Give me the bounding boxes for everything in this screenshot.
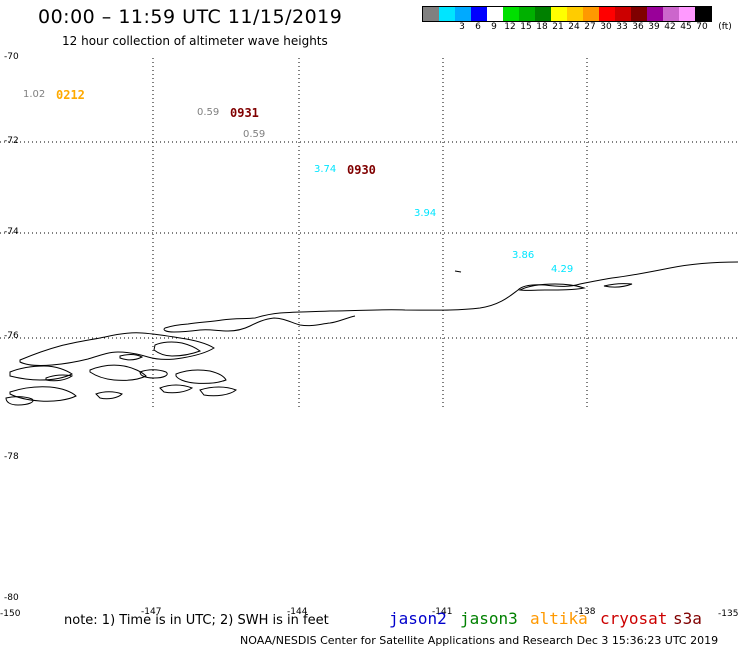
- legend-label: 33: [616, 22, 628, 32]
- legend-swatch: [439, 7, 455, 21]
- lon-label: -147: [141, 607, 162, 617]
- lat-label: -72: [4, 136, 19, 146]
- lat-label: -76: [4, 331, 19, 341]
- legend-swatch: [551, 7, 567, 21]
- pass-time-label: 0930: [347, 163, 376, 177]
- graticule: [0, 58, 740, 410]
- legend-label: 21: [552, 22, 564, 32]
- legend-swatch: [423, 7, 439, 21]
- legend-swatch: [487, 7, 503, 21]
- legend-label: 9: [491, 22, 497, 32]
- legend-swatch: [631, 7, 647, 21]
- legend-swatch: [471, 7, 487, 21]
- legend-swatch: [647, 7, 663, 21]
- legend-label: 12: [504, 22, 516, 32]
- legend-swatch: [535, 7, 551, 21]
- wave-height-value: 4.29: [551, 264, 574, 275]
- legend-swatch: [583, 7, 599, 21]
- wave-height-value: 1.02: [23, 89, 46, 100]
- legend-label: 70: [696, 22, 708, 32]
- lat-label: -80: [4, 593, 19, 603]
- map-title: 00:00 – 11:59 UTC 11/15/2019: [38, 6, 343, 28]
- lat-label: -78: [4, 452, 19, 462]
- footnote: note: 1) Time is in UTC; 2) SWH is in fe…: [64, 613, 329, 628]
- legend-labels: 3 6 9 12 15 18 21 24 27 30 33 36 39 42 4…: [422, 22, 740, 34]
- legend-swatch: [615, 7, 631, 21]
- lon-label: -135: [718, 609, 739, 619]
- coastline: [5, 261, 739, 406]
- satellite-label-altika: altika: [530, 609, 588, 628]
- pass-time-label: 0931: [230, 106, 259, 120]
- legend-swatch: [503, 7, 519, 21]
- legend-label: 45: [680, 22, 692, 32]
- legend-unit: (ft): [718, 22, 732, 32]
- legend-label: 15: [520, 22, 532, 32]
- legend-swatch: [599, 7, 615, 21]
- legend-label: 30: [600, 22, 612, 32]
- map-subtitle: 12 hour collection of altimeter wave hei…: [62, 34, 328, 48]
- legend-swatch: [567, 7, 583, 21]
- legend-label: 6: [475, 22, 481, 32]
- legend-label: 36: [632, 22, 644, 32]
- satellite-label-jason2: jason2: [389, 609, 447, 628]
- satellite-label-cryosat: cryosat: [600, 609, 668, 628]
- satellite-label-s3a: s3a: [673, 609, 702, 628]
- legend-label: 42: [664, 22, 676, 32]
- wave-height-value: 3.74: [314, 164, 337, 175]
- satellite-label-jason3: jason3: [460, 609, 518, 628]
- wave-height-value: 0.59: [197, 107, 220, 118]
- lat-label: -74: [4, 227, 19, 237]
- lon-label: -138: [575, 607, 596, 617]
- lon-label: -144: [287, 607, 308, 617]
- wave-height-value: 3.94: [414, 208, 437, 219]
- legend-label: 18: [536, 22, 548, 32]
- wave-height-value: 0.59: [243, 129, 266, 140]
- legend-label: 24: [568, 22, 580, 32]
- wave-height-value: 3.86: [512, 250, 535, 261]
- legend-swatch: [679, 7, 695, 21]
- legend-swatch: [455, 7, 471, 21]
- credit-line: NOAA/NESDIS Center for Satellite Applica…: [240, 634, 719, 647]
- legend-label: 27: [584, 22, 596, 32]
- legend-swatch: [695, 7, 711, 21]
- legend-label: 3: [459, 22, 465, 32]
- legend-swatch: [519, 7, 535, 21]
- lon-label: -150: [0, 609, 21, 619]
- lon-label: -141: [432, 607, 453, 617]
- color-scale-legend: [422, 6, 712, 22]
- legend-swatch: [663, 7, 679, 21]
- pass-time-label: 0212: [56, 88, 85, 102]
- legend-label: 39: [648, 22, 660, 32]
- lat-label: -70: [4, 52, 19, 62]
